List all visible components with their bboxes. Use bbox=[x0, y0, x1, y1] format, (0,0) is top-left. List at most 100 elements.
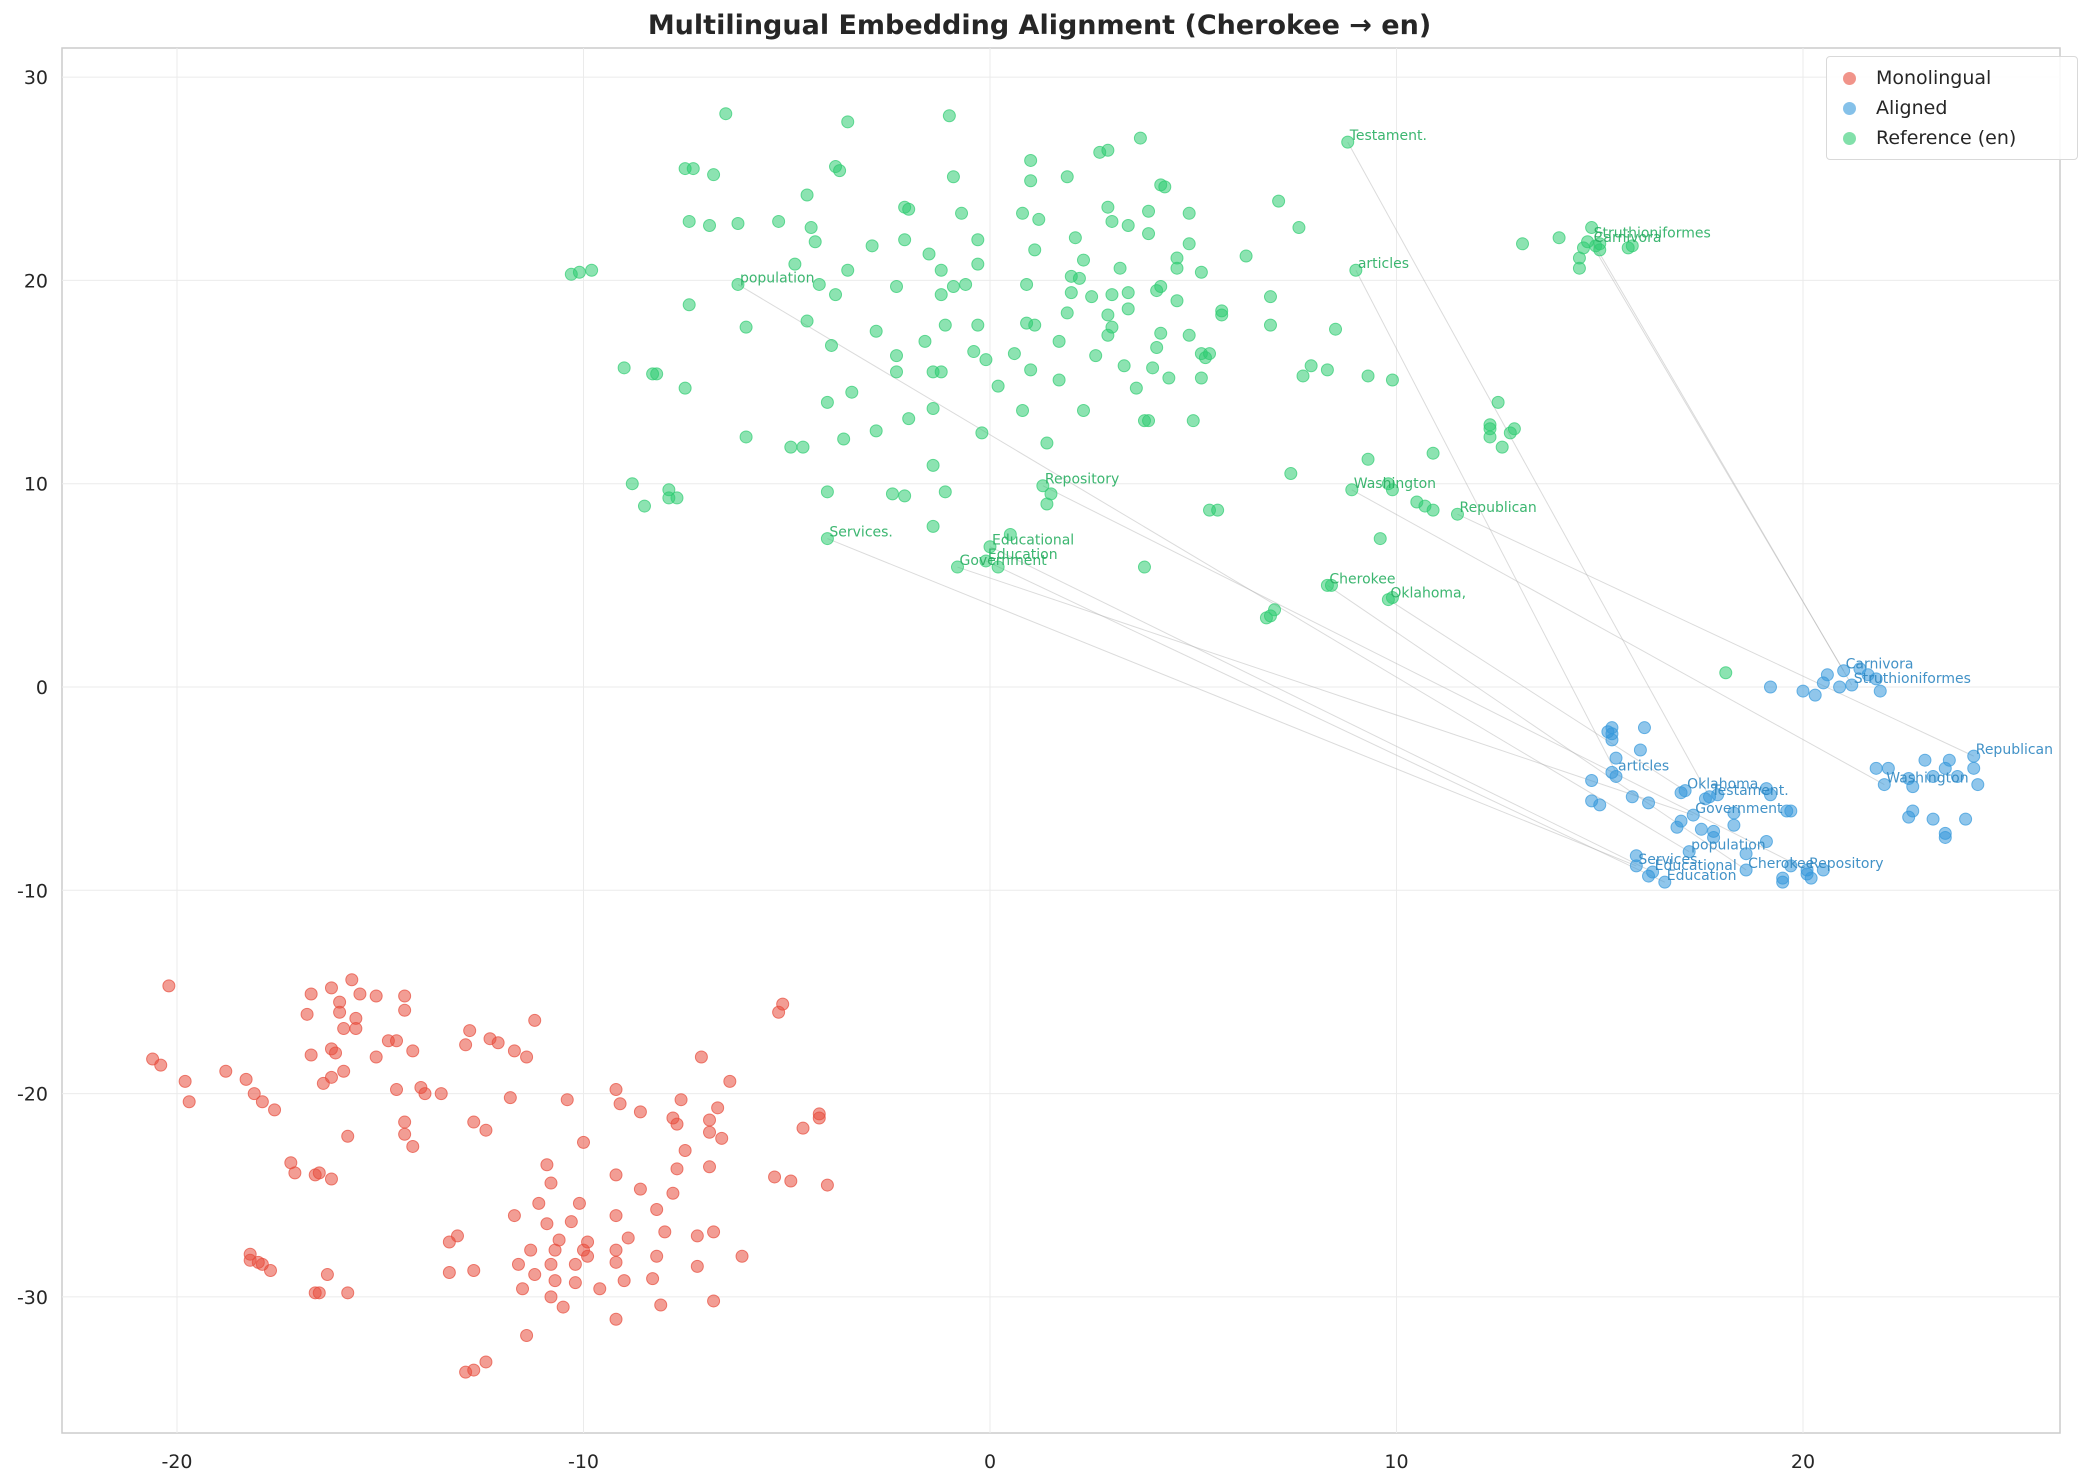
data-point bbox=[1361, 369, 1375, 383]
data-point bbox=[450, 1229, 464, 1243]
data-point bbox=[544, 1176, 558, 1190]
data-point bbox=[572, 265, 586, 279]
data-point bbox=[1060, 306, 1074, 320]
connector-line bbox=[1388, 599, 1686, 792]
reference-annotation: Cherokee bbox=[1329, 571, 1395, 587]
data-point bbox=[1950, 769, 1964, 783]
reference-marker-icon bbox=[1843, 131, 1856, 145]
data-point bbox=[398, 1115, 412, 1129]
data-point bbox=[633, 1182, 647, 1196]
data-point bbox=[548, 1274, 562, 1288]
data-point bbox=[1670, 820, 1684, 834]
data-point bbox=[609, 1243, 623, 1257]
data-point bbox=[581, 1249, 595, 1263]
data-point bbox=[1142, 204, 1156, 218]
data-point bbox=[434, 1087, 448, 1101]
data-point bbox=[1016, 404, 1030, 418]
reference-annotation: Educational bbox=[992, 533, 1074, 549]
data-point bbox=[869, 424, 883, 438]
data-point bbox=[1154, 279, 1168, 293]
data-point bbox=[1678, 784, 1692, 798]
data-point bbox=[946, 279, 960, 293]
data-point bbox=[1016, 206, 1030, 220]
connector-line bbox=[1591, 243, 1845, 671]
data-point bbox=[1507, 422, 1521, 436]
data-point bbox=[1052, 373, 1066, 387]
data-point bbox=[711, 1101, 725, 1115]
data-point bbox=[1170, 261, 1184, 275]
data-point bbox=[841, 263, 855, 277]
data-point bbox=[1711, 788, 1725, 802]
data-point bbox=[312, 1166, 326, 1180]
data-point bbox=[902, 412, 916, 426]
connector-line bbox=[1591, 239, 1853, 686]
data-point bbox=[1105, 214, 1119, 228]
data-point bbox=[812, 277, 826, 291]
data-point bbox=[703, 1113, 717, 1127]
connector-line bbox=[737, 284, 1690, 853]
data-point bbox=[1349, 263, 1363, 277]
data-point bbox=[1142, 414, 1156, 428]
data-point bbox=[971, 318, 985, 332]
data-point bbox=[1585, 774, 1599, 788]
data-point bbox=[820, 485, 834, 499]
data-point bbox=[556, 1300, 570, 1314]
data-point bbox=[1117, 359, 1131, 373]
data-point bbox=[829, 288, 843, 302]
data-point bbox=[942, 109, 956, 123]
data-point bbox=[345, 973, 359, 987]
data-point bbox=[1239, 249, 1253, 263]
data-point bbox=[902, 202, 916, 216]
data-point bbox=[808, 235, 822, 249]
data-point bbox=[609, 1312, 623, 1326]
data-point bbox=[666, 1186, 680, 1200]
legend-label: Aligned bbox=[1876, 97, 1948, 119]
data-point bbox=[1089, 349, 1103, 363]
aligned-annotation: Cherokee bbox=[1748, 856, 1814, 872]
data-point bbox=[568, 1276, 582, 1290]
data-point bbox=[690, 1259, 704, 1273]
data-point bbox=[1845, 678, 1859, 692]
data-point bbox=[772, 1005, 786, 1019]
data-point bbox=[824, 338, 838, 352]
data-point bbox=[707, 168, 721, 182]
data-point bbox=[1263, 609, 1277, 623]
aligned-annotation: Carnivora bbox=[1846, 657, 1914, 673]
data-point bbox=[959, 277, 973, 291]
data-point bbox=[650, 1249, 664, 1263]
data-point bbox=[772, 214, 786, 228]
data-point bbox=[938, 485, 952, 499]
data-point bbox=[674, 1093, 688, 1107]
data-point bbox=[991, 379, 1005, 393]
data-point bbox=[1024, 153, 1038, 167]
data-point bbox=[1682, 845, 1696, 859]
data-point bbox=[955, 206, 969, 220]
data-point bbox=[353, 987, 367, 1001]
data-point bbox=[1182, 237, 1196, 251]
data-point bbox=[1146, 361, 1160, 375]
data-point bbox=[1003, 528, 1017, 542]
data-point bbox=[922, 247, 936, 261]
data-point bbox=[703, 1125, 717, 1139]
data-point bbox=[1637, 721, 1651, 735]
data-point bbox=[1967, 761, 1981, 775]
data-point bbox=[658, 1225, 672, 1239]
data-point bbox=[1572, 261, 1586, 275]
data-point bbox=[1121, 286, 1135, 300]
data-point bbox=[678, 1144, 692, 1158]
data-point bbox=[1020, 277, 1034, 291]
connector-line bbox=[1355, 270, 1617, 773]
data-point bbox=[390, 1034, 404, 1048]
data-point bbox=[694, 1050, 708, 1064]
data-point bbox=[869, 324, 883, 338]
data-point bbox=[633, 1105, 647, 1119]
data-point bbox=[625, 477, 639, 491]
data-point bbox=[239, 1072, 253, 1086]
data-point bbox=[1686, 808, 1700, 822]
data-point bbox=[1076, 253, 1090, 267]
data-point bbox=[1585, 221, 1599, 235]
data-point bbox=[398, 1127, 412, 1141]
data-point bbox=[1873, 684, 1887, 698]
data-point bbox=[926, 519, 940, 533]
data-point bbox=[1820, 668, 1834, 682]
